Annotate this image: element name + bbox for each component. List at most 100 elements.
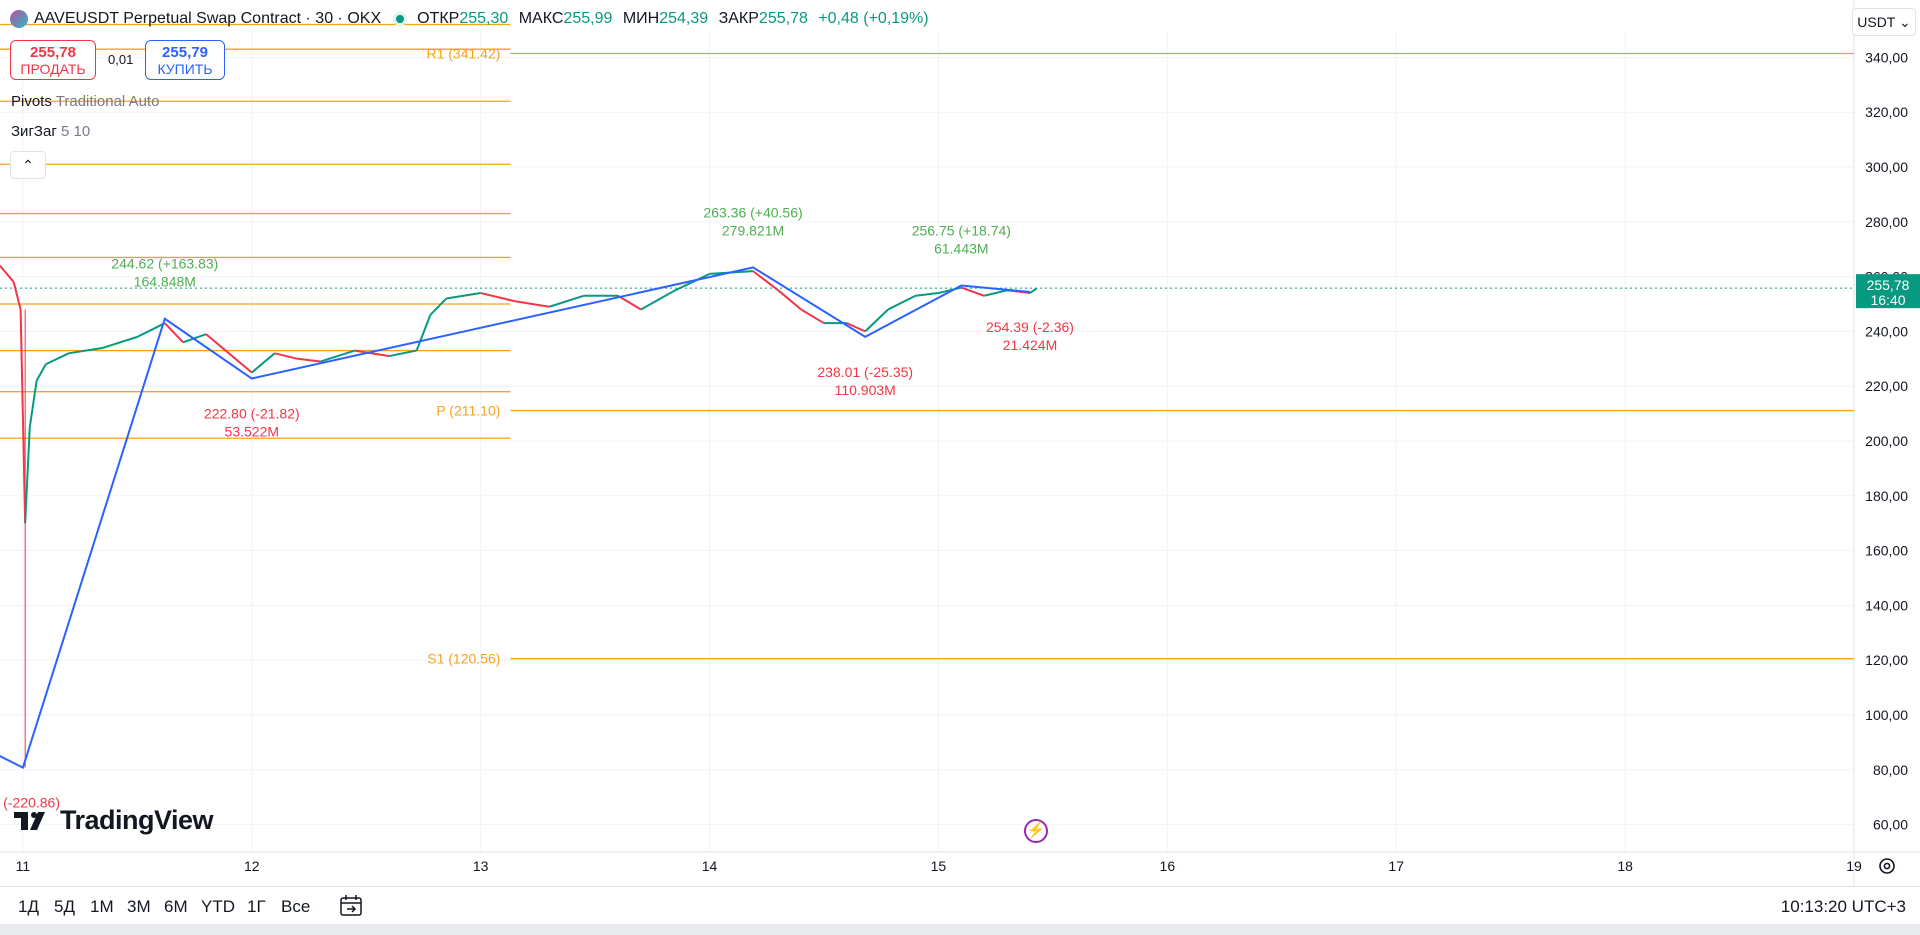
zigzag-line <box>0 266 1031 770</box>
zigzag-volume: 53.522M <box>225 424 279 440</box>
x-tick-label: 13 <box>473 858 489 874</box>
settings-gear-icon[interactable] <box>1876 855 1898 877</box>
zigzag-label: 222.80 (-21.82) <box>204 406 300 422</box>
y-tick-label: 300,00 <box>1865 159 1908 175</box>
x-tick-label: 15 <box>931 858 947 874</box>
aave-logo-icon <box>10 10 28 28</box>
tradingview-logo-icon <box>14 811 45 830</box>
range-5d[interactable]: 5Д <box>54 897 75 916</box>
price-segment <box>1029 287 1038 294</box>
tradingview-logo[interactable]: TradingView <box>14 805 214 836</box>
price-segment <box>354 349 390 358</box>
y-tick-label: 60,00 <box>1873 817 1908 833</box>
price-segment <box>68 346 104 355</box>
price-segment <box>429 297 448 316</box>
price-segment <box>45 352 70 366</box>
zigzag-volume: 61.443M <box>934 241 988 257</box>
y-tick-label: 140,00 <box>1865 597 1908 613</box>
price-segment <box>28 380 38 428</box>
zigzag-label: 263.36 (+40.56) <box>703 204 802 220</box>
pivot-label: P (211.10) <box>436 403 500 419</box>
x-tick-label: 18 <box>1617 858 1633 874</box>
currency-selector[interactable]: USDT ⌄ <box>1852 8 1916 36</box>
buy-price: 255,79 <box>162 44 208 61</box>
buy-label: КУПИТЬ <box>157 61 213 77</box>
zigzag-volume: 110.903M <box>835 382 896 398</box>
zigzag-label: 0.79 (-220.86) <box>0 795 60 811</box>
spread-value: 0,01 <box>108 52 134 67</box>
pivot-label: R1 (341.42) <box>426 46 500 62</box>
indicator-name: ЗигЗаг <box>11 123 57 140</box>
price-segment <box>446 292 481 300</box>
price-segment <box>640 289 676 311</box>
y-tick-label: 120,00 <box>1865 652 1908 668</box>
symbol-title[interactable]: AAVEUSDT Perpetual Swap Contract · 30 · … <box>34 10 382 27</box>
y-tick-label: 180,00 <box>1865 488 1908 504</box>
y-tick-label: 240,00 <box>1865 323 1908 339</box>
currency-label: USDT <box>1857 14 1896 30</box>
price-segment <box>320 349 356 363</box>
range-all[interactable]: Все <box>281 897 311 916</box>
price-segment <box>983 289 1008 297</box>
x-tick-label: 16 <box>1160 858 1176 874</box>
sell-label: ПРОДАТЬ <box>20 61 86 77</box>
clock-time[interactable]: 10:13:20 UTC+3 <box>1780 897 1906 916</box>
zigzag-label: 254.39 (-2.36) <box>986 319 1074 335</box>
range-ytd[interactable]: YTD <box>201 897 235 916</box>
price-segment <box>777 289 802 311</box>
price-segment <box>674 272 710 292</box>
price-segment <box>752 270 779 292</box>
logo-text: TradingView <box>60 805 214 835</box>
y-tick-label: 160,00 <box>1865 543 1908 559</box>
change-value: +0,48 (+0,19%) <box>818 10 929 27</box>
price-segment <box>415 314 432 351</box>
y-tick-label: 80,00 <box>1873 762 1908 778</box>
indicator-args: Traditional Auto <box>55 93 160 110</box>
indicator-name: Pivots <box>11 93 52 110</box>
zigzag-label: 244.62 (+163.83) <box>111 256 218 272</box>
ohlc-values: ОТКР255,30 МАКС255,99 МИН254,39 ЗАКР255,… <box>417 10 929 27</box>
zigzag-volume: 164.848M <box>134 274 196 290</box>
y-tick-label: 100,00 <box>1865 707 1908 723</box>
candle-countdown: 16:40 <box>1870 292 1905 308</box>
chart-legend: AAVEUSDT Perpetual Swap Contract · 30 · … <box>10 10 935 28</box>
zigzag-volume: 21.424M <box>1003 337 1057 353</box>
go-to-date-icon[interactable] <box>338 893 364 919</box>
collapse-legend-button[interactable]: ⌃ <box>10 151 46 179</box>
indicator-args: 5 10 <box>60 123 91 140</box>
x-tick-label: 11 <box>16 858 31 874</box>
range-3m[interactable]: 3М <box>127 897 151 916</box>
price-segment <box>102 335 138 349</box>
range-6m[interactable]: 6М <box>164 897 188 916</box>
zigzag-label: 238.01 (-25.35) <box>817 364 913 380</box>
pivot-label: S1 (120.56) <box>427 651 500 667</box>
price-segment <box>251 352 276 374</box>
lightning-icon[interactable]: ⚡ <box>1024 819 1048 843</box>
price-segment <box>205 333 230 355</box>
market-open-icon <box>393 12 408 26</box>
range-1y[interactable]: 1Г <box>247 897 266 916</box>
range-1d[interactable]: 1Д <box>18 897 39 916</box>
price-segment <box>864 308 889 333</box>
y-tick-label: 320,00 <box>1865 104 1908 120</box>
price-segment <box>35 363 47 382</box>
price-segment <box>514 300 550 308</box>
y-tick-label: 340,00 <box>1865 49 1908 65</box>
price-segment <box>164 322 184 344</box>
sell-button[interactable]: 255,78 ПРОДАТЬ <box>10 40 96 80</box>
price-segment <box>617 294 642 311</box>
buy-button[interactable]: 255,79 КУПИТЬ <box>145 40 225 80</box>
price-segment <box>846 322 866 333</box>
price-segment <box>480 292 516 303</box>
price-segment <box>297 357 321 363</box>
price-segment <box>24 427 31 524</box>
footer-strip <box>0 924 1920 935</box>
range-1m[interactable]: 1М <box>90 897 114 916</box>
indicator-pivots[interactable]: Pivots Traditional Auto <box>11 93 159 110</box>
x-tick-label: 14 <box>702 858 718 874</box>
x-tick-label: 17 <box>1388 858 1404 874</box>
indicator-zigzag[interactable]: ЗигЗаг 5 10 <box>11 123 90 140</box>
price-segment <box>388 349 417 358</box>
sell-price: 255,78 <box>30 44 76 61</box>
